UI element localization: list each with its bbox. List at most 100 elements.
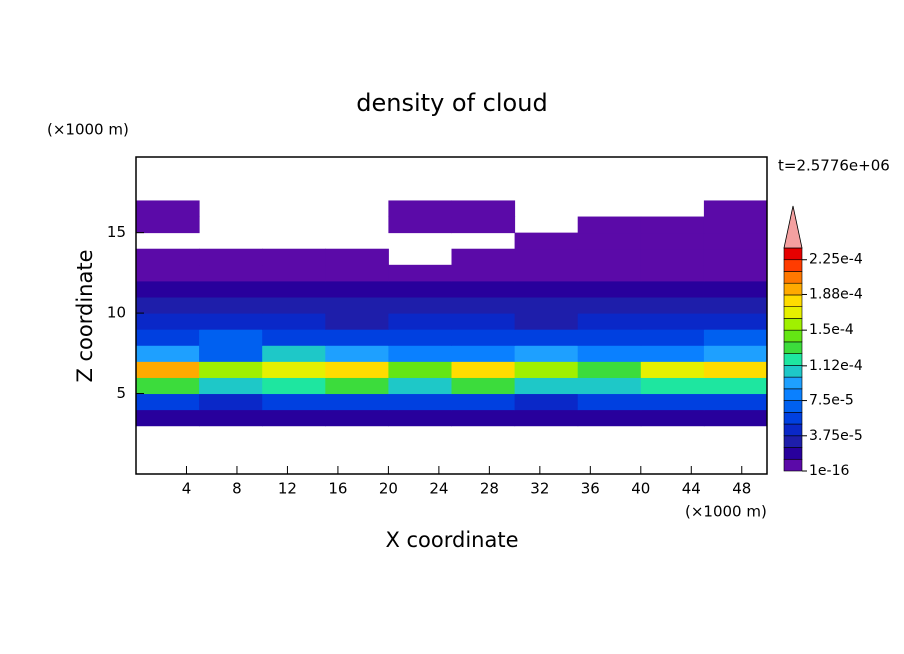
field — [136, 200, 768, 427]
y-tick-label: 10 — [107, 304, 126, 322]
colorbar-label: 1.5e-4 — [809, 322, 854, 338]
colorbar-box — [783, 247, 803, 261]
field-cell — [514, 361, 579, 378]
field-cell — [703, 296, 768, 314]
field-cell — [640, 377, 705, 395]
x-tick-label: 48 — [732, 480, 751, 498]
field-cell — [136, 345, 200, 362]
field-cell — [325, 409, 389, 427]
field-cell — [451, 264, 516, 282]
field-cell — [388, 409, 452, 427]
field-cell — [262, 248, 326, 266]
field-cell — [703, 280, 768, 298]
field-cell — [640, 216, 705, 234]
field-cell — [577, 248, 642, 266]
colorbar-box — [783, 259, 803, 272]
plot-frame — [135, 156, 768, 475]
y-unit: (×1000 m) — [47, 121, 129, 139]
field-cell — [703, 232, 768, 250]
colorbar-label: 7.5e-5 — [809, 393, 854, 409]
field-cell — [577, 280, 642, 298]
field-cell — [388, 313, 452, 330]
x-unit: (×1000 m) — [685, 503, 767, 521]
colorbar-box — [783, 318, 803, 331]
field-cell — [703, 248, 768, 266]
field-cell — [451, 393, 516, 411]
field-cell — [262, 345, 326, 362]
field-cell — [451, 345, 516, 362]
colorbar-box — [783, 282, 803, 296]
field-cell — [640, 361, 705, 378]
field-cell — [325, 377, 389, 395]
field-cell — [199, 377, 263, 395]
field-cell — [577, 361, 642, 378]
field-cell — [262, 280, 326, 298]
x-tick-label: 32 — [530, 480, 549, 498]
field-cell — [451, 361, 516, 378]
field-cell — [577, 296, 642, 314]
field-cell — [388, 296, 452, 314]
field-cell — [451, 216, 516, 234]
field-cell — [577, 409, 642, 427]
colorbar-box — [783, 388, 803, 401]
field-cell — [136, 248, 200, 266]
colorbar-box — [783, 423, 803, 437]
field-cell — [388, 345, 452, 362]
colorbar-box — [783, 458, 803, 472]
field-cell — [514, 296, 579, 314]
colorbar-label: 1.12e-4 — [809, 358, 863, 374]
field-cell — [136, 361, 200, 378]
field-cell — [262, 296, 326, 314]
colorbar-box — [783, 447, 803, 460]
field-cell — [136, 280, 200, 298]
field-cell — [577, 264, 642, 282]
field-cell — [199, 361, 263, 378]
colorbar-box — [783, 306, 803, 319]
field-cell — [136, 409, 200, 427]
field-cell — [514, 393, 579, 411]
field-cell — [703, 329, 768, 346]
colorbar-box — [783, 341, 803, 354]
field-cell — [325, 296, 389, 314]
field-cell — [199, 264, 263, 282]
field-cell — [262, 329, 326, 346]
field-cell — [640, 296, 705, 314]
field-cell — [388, 200, 452, 218]
field-cell — [388, 393, 452, 411]
field-cell — [388, 377, 452, 395]
field-cell — [136, 200, 200, 218]
colorbar-label: 3.75e-5 — [809, 428, 863, 444]
x-tick-label: 40 — [631, 480, 650, 498]
field-cell — [136, 296, 200, 314]
field-cell — [514, 264, 579, 282]
field-cell — [262, 377, 326, 395]
field-cell — [451, 248, 516, 266]
colorbar-box — [783, 400, 803, 413]
field-cell — [514, 248, 579, 266]
field-cell — [136, 313, 200, 330]
colorbar-box — [783, 412, 803, 425]
x-tick-label: 12 — [278, 480, 297, 498]
colorbar-box — [783, 271, 803, 284]
field-cell — [514, 232, 579, 250]
colorbar-label: 2.25e-4 — [809, 252, 863, 268]
field-cell — [388, 264, 452, 282]
colorbar-extension — [783, 205, 803, 249]
field-cell — [262, 409, 326, 427]
field-cell — [325, 313, 389, 330]
x-tick-label: 16 — [328, 480, 347, 498]
y-tick-label: 15 — [107, 223, 126, 241]
x-tick-label: 20 — [379, 480, 398, 498]
field-cell — [640, 409, 705, 427]
field-cell — [388, 216, 452, 234]
field-cell — [703, 216, 768, 234]
chart-title: density of cloud — [356, 89, 547, 117]
field-cell — [577, 232, 642, 250]
field-cell — [703, 345, 768, 362]
field-cell — [514, 313, 579, 330]
field-cell — [703, 361, 768, 378]
field-cell — [514, 280, 579, 298]
x-tick-label: 28 — [480, 480, 499, 498]
field-cell — [451, 313, 516, 330]
